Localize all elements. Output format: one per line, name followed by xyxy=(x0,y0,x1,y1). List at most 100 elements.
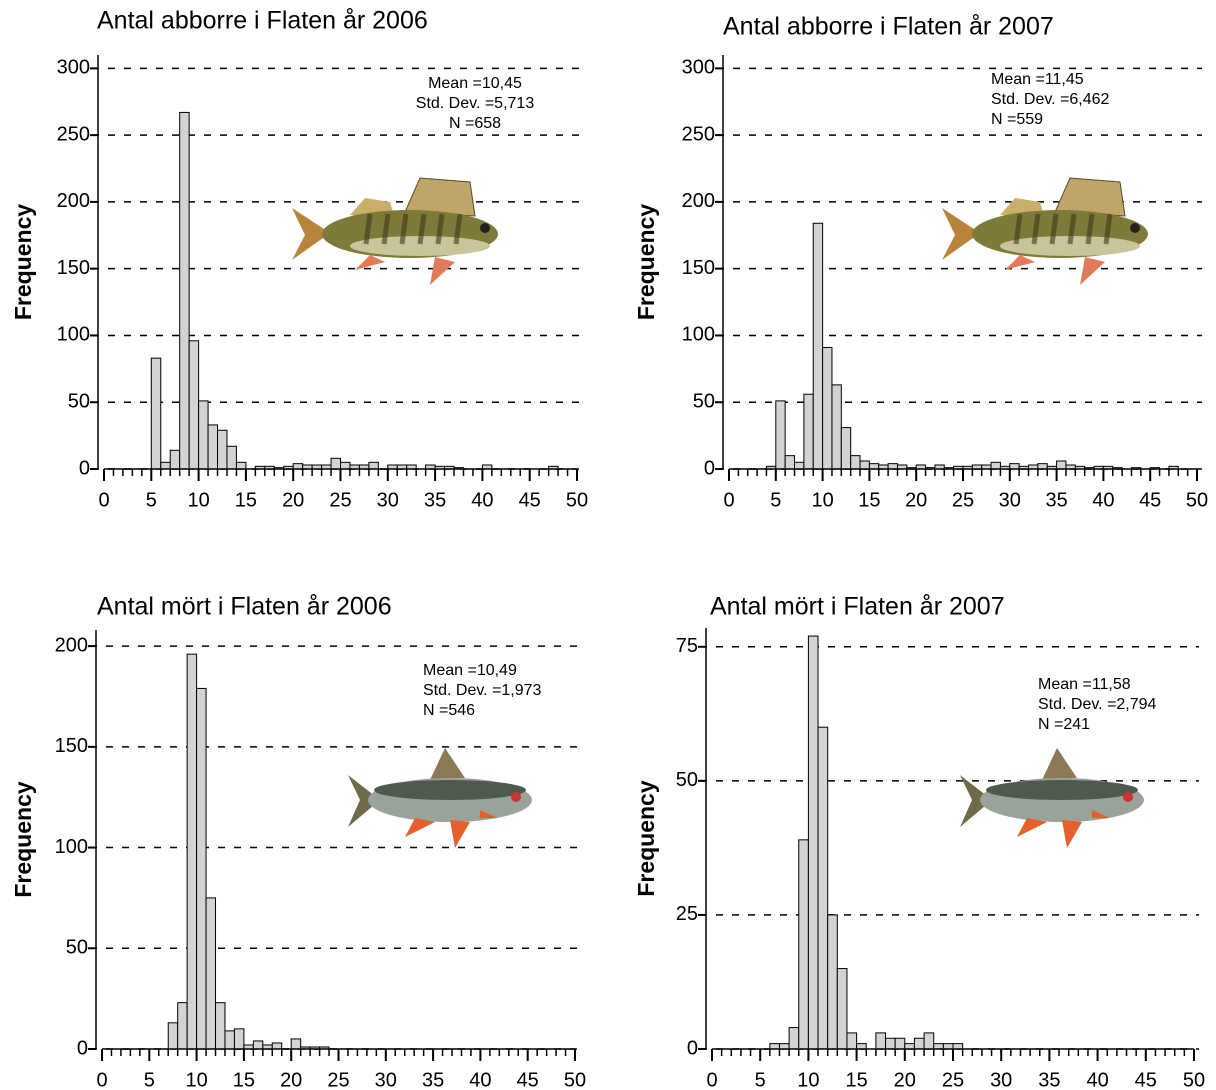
fish-fin xyxy=(1080,257,1105,285)
histogram-bar xyxy=(813,223,822,469)
x-tick-label: 10 xyxy=(185,1069,207,1090)
histogram-bar xyxy=(779,1044,789,1049)
x-tick-label: 50 xyxy=(566,489,588,511)
histogram-bar xyxy=(225,1031,234,1049)
histogram-bar xyxy=(795,462,804,469)
fish-fin xyxy=(430,257,455,285)
histogram-bar xyxy=(206,898,215,1049)
stats-annotation: Mean =10,45 xyxy=(428,75,522,92)
histogram-bar xyxy=(828,915,838,1049)
y-tick-label: 75 xyxy=(676,635,698,657)
y-tick-label: 0 xyxy=(704,457,715,479)
stats-annotation: Std. Dev. =5,713 xyxy=(416,95,535,112)
fish-eye xyxy=(1123,792,1133,802)
histogram-bar xyxy=(168,1023,177,1049)
histogram-bar xyxy=(341,462,350,469)
chart-title: Antal abborre i Flaten år 2006 xyxy=(97,7,428,35)
x-tick-label: 45 xyxy=(1139,489,1161,511)
x-tick-label: 10 xyxy=(187,489,209,511)
y-tick-label: 150 xyxy=(57,257,90,279)
histogram-bar xyxy=(924,1033,934,1049)
x-tick-label: 10 xyxy=(811,489,833,511)
fish-eye xyxy=(480,223,490,233)
histogram-bar xyxy=(151,358,160,469)
stats-annotation: Std. Dev. =6,462 xyxy=(991,91,1110,108)
fish-eye xyxy=(511,792,521,802)
x-tick-label: 15 xyxy=(235,489,257,511)
histogram-bar xyxy=(785,456,794,469)
histogram-bar xyxy=(776,401,785,469)
histogram-bar xyxy=(369,462,378,469)
y-tick-label: 0 xyxy=(77,1037,88,1059)
stats-annotation: N =559 xyxy=(991,111,1043,128)
stats-annotation: Mean =11,45 xyxy=(991,71,1084,88)
x-tick-label: 30 xyxy=(375,1069,397,1090)
histogram-bar xyxy=(886,1038,896,1049)
x-tick-label: 45 xyxy=(1135,1069,1157,1090)
chart-title: Antal abborre i Flaten år 2007 xyxy=(723,13,1054,41)
stats-annotation: N =658 xyxy=(449,115,501,132)
fish-back xyxy=(986,780,1138,800)
histogram-bar xyxy=(218,430,227,469)
x-tick-label: 35 xyxy=(1045,489,1067,511)
chart-page: Antal abborre i Flaten år 2006 Frequency 0… xyxy=(0,0,1216,1090)
histogram-panel: Antal mört i Flaten år 2006 Frequency 0 50 1… xyxy=(10,593,586,1090)
histogram-bar xyxy=(905,1044,915,1049)
x-tick-label: 5 xyxy=(770,489,781,511)
y-tick-label: 100 xyxy=(682,324,715,346)
x-tick-label: 15 xyxy=(845,1069,867,1090)
histogram-panel: Antal mört i Flaten år 2007Frequency0255… xyxy=(633,593,1205,1090)
histogram-bar xyxy=(914,1038,924,1049)
histogram-bar xyxy=(991,462,1000,469)
x-tick-label: 45 xyxy=(519,489,541,511)
histogram-bar xyxy=(953,1044,963,1049)
x-tick-label: 25 xyxy=(942,1069,964,1090)
chart-title: Antal mört i Flaten år 2006 xyxy=(97,593,392,621)
fish-fin xyxy=(1062,820,1082,848)
x-tick-label: 10 xyxy=(797,1069,819,1090)
y-axis-label: Frequency xyxy=(10,781,36,898)
histogram-panel: Antal abborre i Flaten år 2006Frequency0… xyxy=(10,7,588,512)
x-tick-label: 40 xyxy=(471,489,493,511)
y-tick-label: 300 xyxy=(682,57,715,79)
x-tick-label: 0 xyxy=(706,1069,717,1090)
histogram-bar xyxy=(178,1003,187,1049)
fish-illustration xyxy=(960,748,1144,848)
x-tick-label: 15 xyxy=(858,489,880,511)
x-tick-label: 40 xyxy=(1086,1069,1108,1090)
x-tick-label: 30 xyxy=(377,489,399,511)
fish-eye xyxy=(1130,223,1140,233)
fish-fin xyxy=(450,820,470,848)
histogram-bar xyxy=(770,1044,780,1049)
histogram-bar xyxy=(293,464,302,469)
x-tick-label: 35 xyxy=(1038,1069,1060,1090)
y-tick-label: 200 xyxy=(682,190,715,212)
x-tick-label: 35 xyxy=(424,489,446,511)
histogram-bar xyxy=(934,1044,944,1049)
y-tick-label: 50 xyxy=(68,391,90,413)
histogram-bar xyxy=(869,464,878,469)
y-tick-label: 25 xyxy=(676,903,698,925)
histogram-bar xyxy=(180,112,189,469)
x-tick-label: 20 xyxy=(282,489,304,511)
histogram-bar xyxy=(857,1044,867,1049)
stats-annotation: Mean =10,49 xyxy=(423,662,517,679)
histogram-bar xyxy=(789,1028,799,1049)
stats-annotation: Std. Dev. =1,973 xyxy=(423,682,542,699)
y-tick-label: 200 xyxy=(57,190,90,212)
histogram-bar xyxy=(272,1043,281,1049)
fish-fin xyxy=(1042,748,1077,780)
stats-annotation: Mean =11,58 xyxy=(1038,676,1131,693)
histogram-bar xyxy=(331,458,340,469)
y-tick-label: 150 xyxy=(682,257,715,279)
y-tick-label: 50 xyxy=(693,391,715,413)
y-tick-label: 50 xyxy=(66,937,88,959)
histogram-bar xyxy=(832,385,841,469)
y-tick-label: 50 xyxy=(676,769,698,791)
histogram-bar xyxy=(189,341,198,469)
stats-annotation: Std. Dev. =2,794 xyxy=(1038,696,1157,713)
x-tick-label: 50 xyxy=(1186,489,1208,511)
fish-fin xyxy=(1005,255,1035,270)
y-tick-label: 100 xyxy=(55,836,88,858)
histogram-bar xyxy=(847,1033,857,1049)
